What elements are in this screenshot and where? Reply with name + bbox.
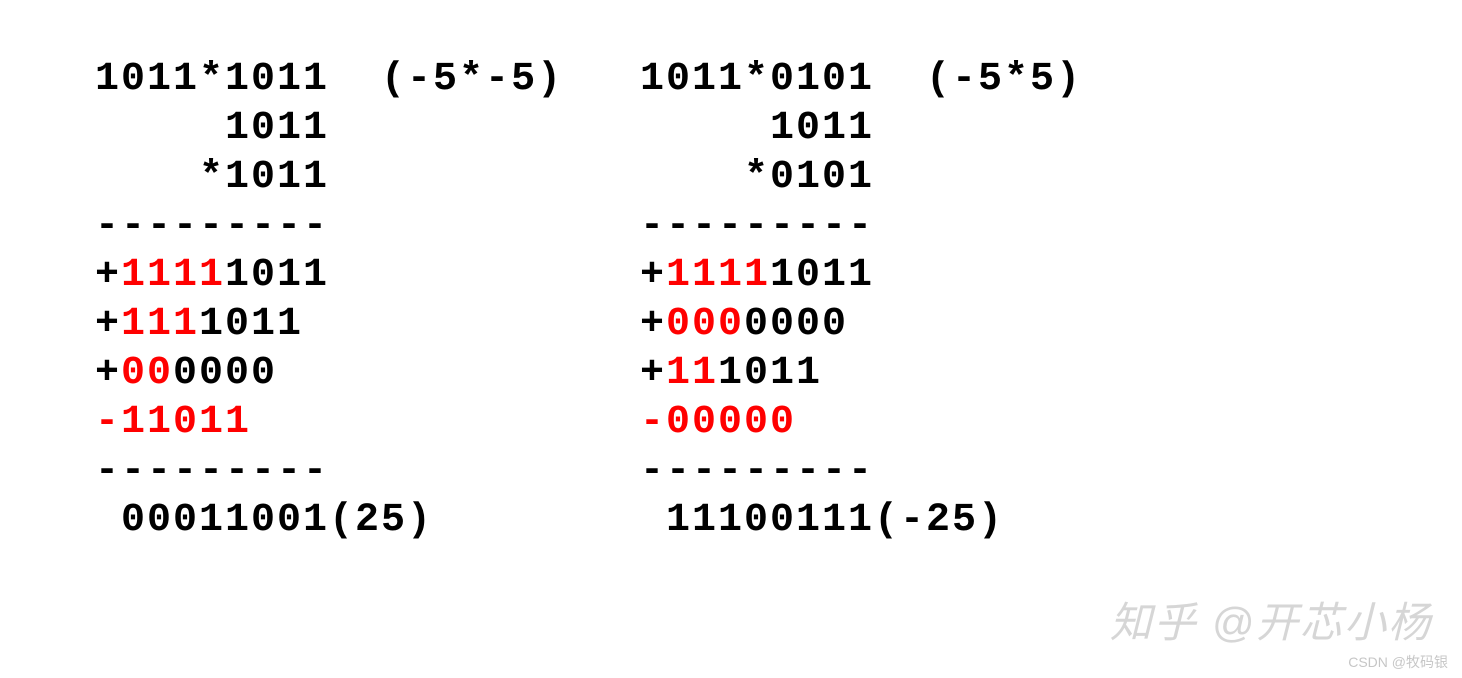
partial-product-1: +11111011: [640, 251, 1082, 300]
result: 00011001(25): [95, 496, 563, 545]
header: 1011*0101 (-5*5): [640, 55, 1082, 104]
partial-product-4: -00000: [640, 398, 1082, 447]
partial-product-4: -11011: [95, 398, 563, 447]
sign: -: [95, 400, 121, 445]
sign: -: [640, 400, 666, 445]
multiplicand: 1011: [640, 104, 1082, 153]
sign-extension: 1111: [666, 253, 770, 298]
rule-bot: ---------: [640, 447, 1082, 496]
sign: +: [95, 253, 121, 298]
multiplier: *1011: [95, 153, 563, 202]
sign-extension: 00: [121, 351, 173, 396]
sign-extension: 000: [666, 302, 744, 347]
partial-product-2: +0000000: [640, 300, 1082, 349]
result: 11100111(-25): [640, 496, 1082, 545]
sign-extension: 1111: [121, 253, 225, 298]
bits: 0000: [173, 351, 277, 396]
sign: +: [640, 253, 666, 298]
diagram-canvas: 1011*1011 (-5*-5) 1011 *1011 --------- +…: [0, 0, 1462, 678]
bits: 1011: [770, 253, 874, 298]
watermark-csdn: CSDN @牧码银: [1348, 652, 1448, 672]
multiplicand: 1011: [95, 104, 563, 153]
example-right: 1011*0101 (-5*5) 1011 *0101 --------- +1…: [640, 55, 1082, 545]
sign: +: [95, 351, 121, 396]
sign-extension: 11: [666, 351, 718, 396]
partial-product-1: +11111011: [95, 251, 563, 300]
sign-extension: 00000: [666, 400, 796, 445]
header: 1011*1011 (-5*-5): [95, 55, 563, 104]
bits: 1011: [199, 302, 303, 347]
sign: +: [640, 302, 666, 347]
multiplier: *0101: [640, 153, 1082, 202]
sign: +: [95, 302, 121, 347]
watermark-zhihu: 知乎 @开芯小杨: [1110, 589, 1432, 650]
partial-product-3: +000000: [95, 349, 563, 398]
bits: 0000: [744, 302, 848, 347]
bits: 1011: [718, 351, 822, 396]
rule-top: ---------: [95, 202, 563, 251]
bits: 1011: [225, 253, 329, 298]
partial-product-2: +1111011: [95, 300, 563, 349]
sign-extension: 11011: [121, 400, 251, 445]
partial-product-3: +111011: [640, 349, 1082, 398]
rule-bot: ---------: [95, 447, 563, 496]
example-left: 1011*1011 (-5*-5) 1011 *1011 --------- +…: [95, 55, 563, 545]
rule-top: ---------: [640, 202, 1082, 251]
sign: +: [640, 351, 666, 396]
sign-extension: 111: [121, 302, 199, 347]
